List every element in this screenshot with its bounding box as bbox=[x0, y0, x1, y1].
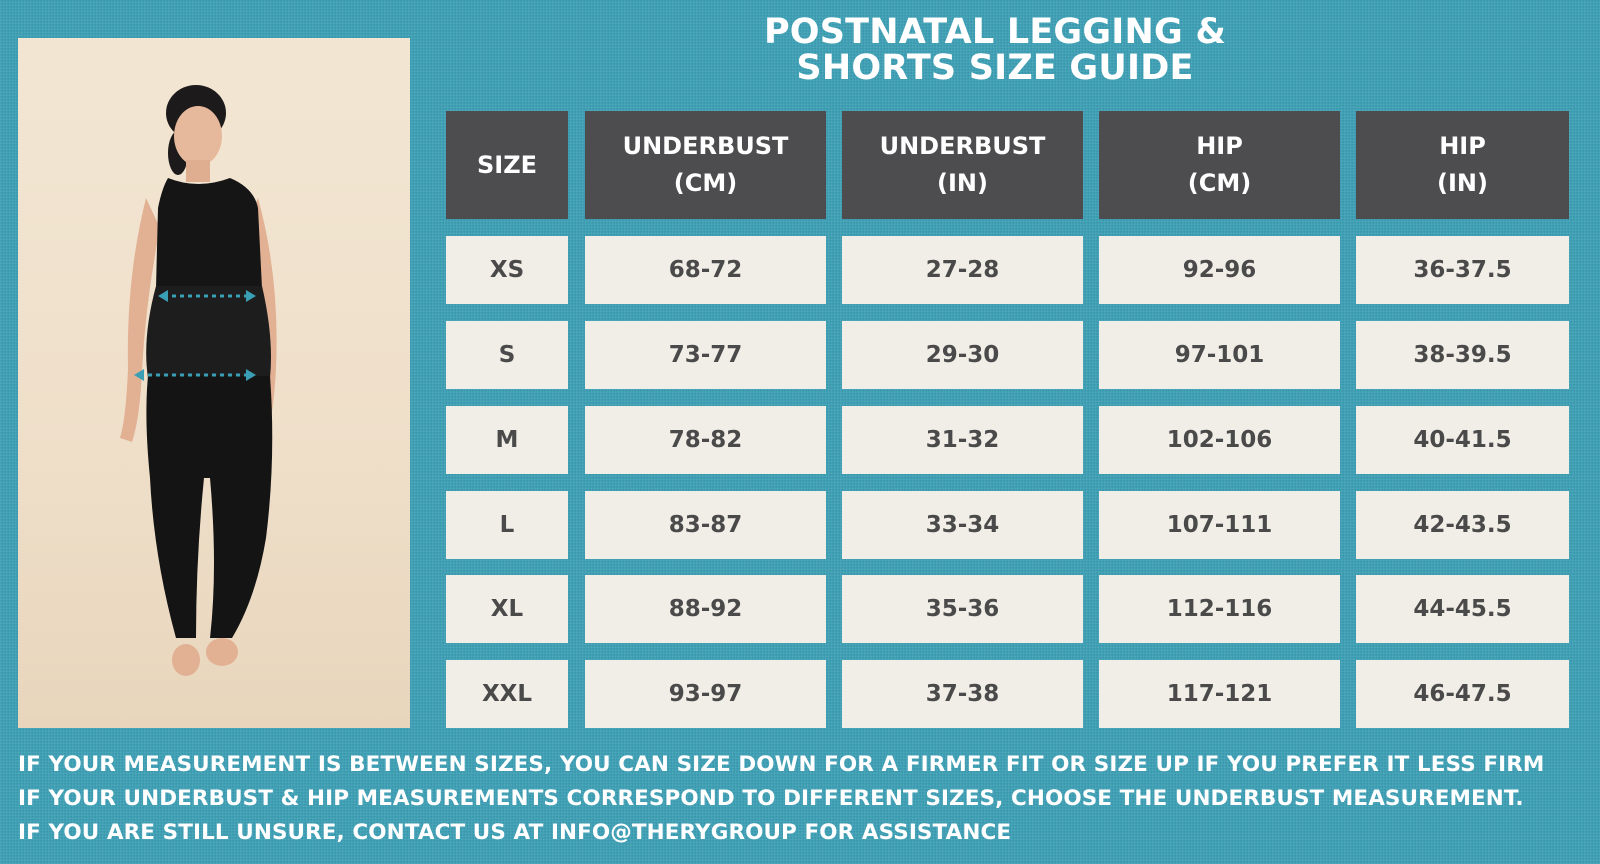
column-header-unit: (CM) bbox=[1187, 169, 1252, 197]
hip-measure-arrow bbox=[134, 369, 256, 381]
table-cell-underbust-cm: 68-72 bbox=[585, 236, 826, 304]
table-cell-hip-in: 42-43.5 bbox=[1356, 491, 1569, 559]
table-cell-underbust-in: 27-28 bbox=[842, 236, 1083, 304]
waistband bbox=[146, 286, 271, 378]
left-arm bbox=[120, 198, 160, 442]
column-header-underbust-in: UNDERBUST (IN) bbox=[842, 111, 1083, 219]
left-foot bbox=[172, 644, 200, 676]
table-cell-underbust-cm: 93-97 bbox=[585, 660, 826, 728]
column-header-label: SIZE bbox=[476, 150, 537, 179]
column-header-unit: (CM) bbox=[673, 169, 738, 197]
table-cell-hip-in: 44-45.5 bbox=[1356, 575, 1569, 643]
table-cell-hip-cm: 97-101 bbox=[1099, 321, 1340, 389]
column-header-label: UNDERBUST bbox=[879, 132, 1046, 160]
title-line-2: SHORTS SIZE GUIDE bbox=[796, 48, 1194, 88]
table-cell-underbust-cm: 83-87 bbox=[585, 491, 826, 559]
table-cell-size: M bbox=[446, 406, 568, 474]
column-header-label: UNDERBUST bbox=[622, 132, 789, 160]
fit-notes: IF YOUR MEASUREMENT IS BETWEEN SIZES, YO… bbox=[18, 748, 1588, 850]
column-header-underbust-cm: UNDERBUST (CM) bbox=[585, 111, 826, 219]
column-header-unit: (IN) bbox=[1437, 169, 1488, 197]
column-header-label: HIP bbox=[1196, 132, 1243, 160]
column-header-hip-in: HIP (IN) bbox=[1356, 111, 1569, 219]
column-header-label: HIP bbox=[1439, 132, 1486, 160]
note-line: IF YOUR UNDERBUST & HIP MEASUREMENTS COR… bbox=[18, 786, 1524, 811]
right-foot bbox=[206, 638, 238, 666]
table-cell-hip-in: 46-47.5 bbox=[1356, 660, 1569, 728]
model-illustration bbox=[120, 85, 277, 676]
table-cell-underbust-cm: 78-82 bbox=[585, 406, 826, 474]
table-cell-underbust-in: 29-30 bbox=[842, 321, 1083, 389]
column-header-size: SIZE bbox=[446, 111, 568, 219]
table-cell-underbust-in: 31-32 bbox=[842, 406, 1083, 474]
table-cell-size: XXL bbox=[446, 660, 568, 728]
table-cell-underbust-in: 35-36 bbox=[842, 575, 1083, 643]
table-cell-underbust-in: 33-34 bbox=[842, 491, 1083, 559]
underbust-measure-arrow bbox=[158, 290, 256, 302]
table-cell-underbust-cm: 88-92 bbox=[585, 575, 826, 643]
table-cell-size: XL bbox=[446, 575, 568, 643]
table-cell-size: S bbox=[446, 321, 568, 389]
column-header-unit: (IN) bbox=[937, 169, 988, 197]
page-title: POSTNATAL LEGGING & SHORTS SIZE GUIDE bbox=[700, 14, 1290, 86]
note-line: IF YOU ARE STILL UNSURE, CONTACT US AT I… bbox=[18, 820, 1012, 845]
model-photo bbox=[18, 38, 410, 728]
face bbox=[174, 106, 222, 166]
table-cell-hip-cm: 92-96 bbox=[1099, 236, 1340, 304]
crop-top bbox=[156, 178, 262, 288]
title-line-1: POSTNATAL LEGGING & bbox=[763, 12, 1227, 52]
column-header-hip-cm: HIP (CM) bbox=[1099, 111, 1340, 219]
table-cell-underbust-cm: 73-77 bbox=[585, 321, 826, 389]
note-line: IF YOUR MEASUREMENT IS BETWEEN SIZES, YO… bbox=[18, 752, 1545, 777]
table-cell-hip-cm: 102-106 bbox=[1099, 406, 1340, 474]
table-cell-hip-in: 36-37.5 bbox=[1356, 236, 1569, 304]
table-cell-size: XS bbox=[446, 236, 568, 304]
table-cell-size: L bbox=[446, 491, 568, 559]
table-cell-hip-in: 38-39.5 bbox=[1356, 321, 1569, 389]
leggings bbox=[146, 376, 273, 638]
table-cell-hip-in: 40-41.5 bbox=[1356, 406, 1569, 474]
table-cell-hip-cm: 112-116 bbox=[1099, 575, 1340, 643]
table-cell-underbust-in: 37-38 bbox=[842, 660, 1083, 728]
table-cell-hip-cm: 107-111 bbox=[1099, 491, 1340, 559]
table-cell-hip-cm: 117-121 bbox=[1099, 660, 1340, 728]
